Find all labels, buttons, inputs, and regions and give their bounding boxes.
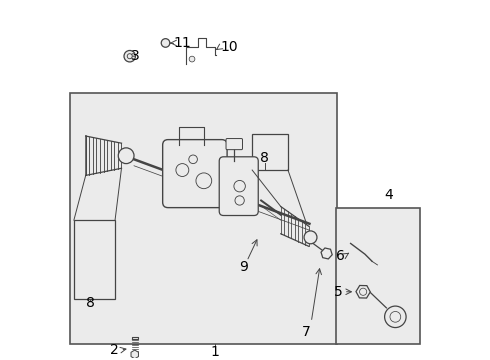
Bar [252,134,288,170]
Bar [336,208,420,344]
Circle shape [189,155,197,163]
FancyBboxPatch shape [219,157,258,216]
Text: 10: 10 [220,40,238,54]
Circle shape [196,173,212,189]
Text: 11: 11 [173,36,191,50]
Circle shape [360,288,367,295]
Text: 2: 2 [110,343,119,357]
Text: 9: 9 [239,260,247,274]
Circle shape [127,54,132,59]
Text: 5: 5 [334,285,343,299]
Circle shape [234,180,245,192]
Text: 3: 3 [131,49,140,63]
Circle shape [118,148,134,163]
Circle shape [390,311,401,322]
Text: 6: 6 [336,249,344,263]
Circle shape [235,196,245,205]
Circle shape [176,163,189,176]
Text: 8: 8 [86,296,95,310]
Bar [74,220,115,299]
Bar [70,93,337,344]
Circle shape [304,231,317,244]
Text: 4: 4 [384,188,392,202]
Text: 8: 8 [260,151,269,165]
Circle shape [189,56,195,62]
Circle shape [385,306,406,328]
FancyBboxPatch shape [226,139,243,150]
FancyBboxPatch shape [163,140,227,208]
Text: 7: 7 [301,325,310,339]
Circle shape [161,39,170,47]
Circle shape [124,50,135,62]
Text: 1: 1 [210,345,219,359]
